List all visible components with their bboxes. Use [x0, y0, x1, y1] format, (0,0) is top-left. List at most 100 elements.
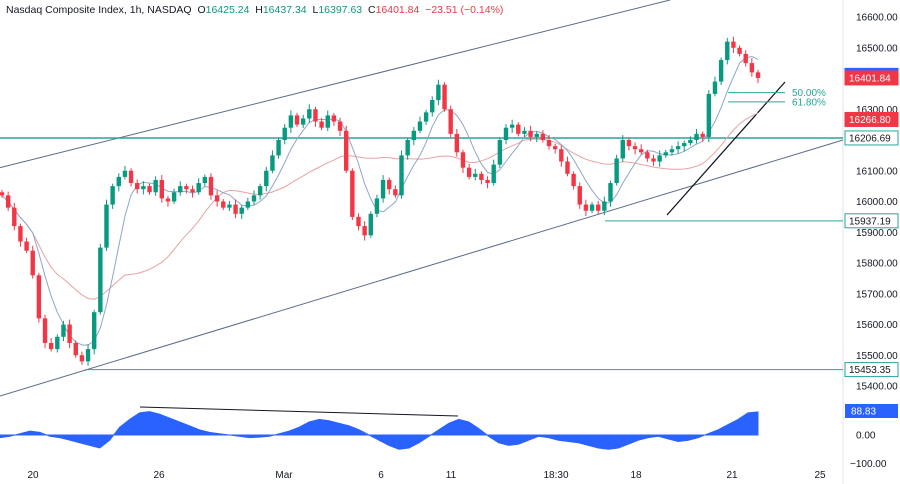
candle-body: [718, 60, 724, 82]
price-tick-label: 15400.00: [856, 382, 898, 393]
candle: [700, 131, 705, 142]
chart-header: Nasdaq Composite Index, 1h, NASDAQ O1642…: [6, 4, 503, 16]
candle-body: [368, 213, 373, 236]
candle-body: [190, 189, 195, 193]
candle-body: [374, 198, 380, 214]
candle: [632, 142, 638, 155]
time-tick-label: 25: [814, 470, 826, 481]
candle-body: [405, 140, 410, 156]
candle: [18, 223, 23, 247]
candle-body: [227, 204, 232, 208]
time-tick-label: Mar: [275, 470, 293, 481]
candle-body: [178, 186, 183, 193]
candle-body: [128, 170, 134, 184]
candle: [589, 202, 595, 214]
candle: [380, 175, 386, 203]
symbol-title: Nasdaq Composite Index, 1h, NASDAQ: [6, 4, 192, 16]
open-label: O: [197, 4, 206, 16]
candle-body: [196, 183, 201, 193]
candle-body: [55, 336, 60, 350]
candle-body: [214, 195, 220, 202]
candle-body: [479, 173, 484, 180]
candle: [417, 116, 423, 134]
candle: [313, 106, 318, 127]
candle: [104, 199, 109, 252]
divergence-line: [139, 406, 459, 417]
candle: [436, 79, 441, 106]
candle: [718, 57, 724, 85]
candle-body: [36, 275, 42, 319]
candle-body: [682, 143, 687, 147]
trend-lines: 50.00%61.80%: [0, 0, 844, 397]
candle-body: [135, 183, 140, 190]
candle: [350, 168, 355, 221]
candle-body: [473, 173, 478, 177]
candle: [466, 163, 472, 180]
candle: [135, 179, 140, 194]
candle: [91, 309, 97, 355]
candle: [645, 149, 650, 162]
candle: [5, 191, 11, 212]
candle-body: [755, 72, 761, 78]
candle-body: [737, 47, 742, 54]
candle-body: [749, 63, 755, 73]
candle: [614, 154, 619, 186]
price-tick-label: 16100.00: [856, 166, 898, 177]
candle: [608, 180, 613, 207]
candle-body: [104, 204, 109, 248]
candle-body: [12, 207, 17, 227]
candle-body: [294, 115, 300, 125]
price-label-text: 16401.84: [849, 73, 891, 84]
candle-body: [552, 146, 558, 150]
candle: [0, 189, 5, 198]
candle: [694, 128, 699, 144]
candle: [159, 175, 165, 203]
osc-tick-label: −100.00: [850, 459, 887, 470]
candle-body: [380, 179, 386, 199]
fib-label: 61.80%: [792, 97, 826, 108]
candle: [639, 144, 644, 155]
candle: [712, 76, 718, 97]
candle-body: [694, 133, 699, 140]
price-label-box: 16206.69: [844, 130, 899, 146]
candle-body: [430, 100, 435, 113]
candle-body: [743, 53, 748, 64]
rising-trendline: [666, 81, 786, 216]
candle-body: [116, 176, 121, 187]
candle: [184, 183, 189, 194]
candle-body: [141, 186, 146, 190]
low-value: 16397.63: [318, 4, 363, 16]
candle-body: [5, 195, 11, 208]
candle-body: [466, 167, 472, 177]
candle-body: [202, 176, 208, 184]
candle: [196, 178, 201, 195]
candle-body: [503, 127, 509, 140]
candle-body: [276, 140, 281, 156]
price-label-text: 15937.19: [849, 216, 891, 227]
price-label-text: 16206.69: [849, 133, 891, 144]
candle-body: [67, 324, 72, 343]
close-value: 16401.84: [375, 4, 420, 16]
candle-body: [614, 158, 619, 184]
candle: [116, 173, 121, 192]
candle: [491, 159, 496, 186]
candle-body: [602, 201, 607, 211]
candle-body: [153, 179, 158, 193]
candle-body: [706, 93, 712, 137]
candle: [430, 96, 435, 117]
candle: [264, 167, 269, 192]
candle: [147, 183, 152, 195]
candle-body: [325, 115, 330, 128]
candle: [307, 104, 312, 123]
candle: [79, 351, 85, 365]
candle: [423, 109, 429, 125]
candle: [42, 314, 48, 349]
candle: [731, 36, 736, 53]
candle-body: [239, 207, 244, 214]
candle: [479, 171, 484, 185]
candle: [282, 124, 287, 145]
osc-tick-label: 0.00: [856, 431, 876, 442]
candle: [356, 213, 361, 231]
candle: [725, 37, 730, 65]
